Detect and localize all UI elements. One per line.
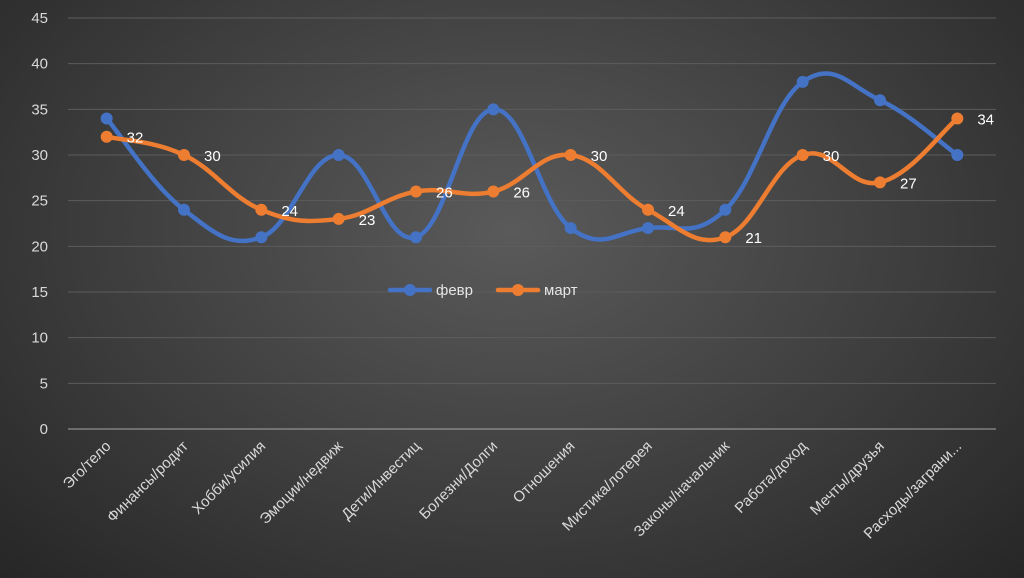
y-tick-label: 45 <box>31 10 48 27</box>
data-label: 26 <box>513 185 530 202</box>
data-label: 21 <box>745 230 762 247</box>
series-group: 32 30 24 23 26 26 30 24 21 30 27 34 <box>100 71 994 247</box>
legend-item-март[interactable]: март <box>495 282 578 299</box>
series-март: 32 30 24 23 26 26 30 24 21 30 27 34 <box>100 111 994 247</box>
legend-swatch-marker <box>404 284 416 296</box>
data-point[interactable] <box>410 185 422 198</box>
data-point[interactable] <box>178 203 190 216</box>
y-tick-label: 15 <box>31 284 48 301</box>
y-tick-label: 35 <box>31 101 48 118</box>
data-point[interactable] <box>332 212 345 225</box>
x-tick-label: Эмоции/недвиж <box>257 438 347 528</box>
y-tick-label: 10 <box>31 330 48 347</box>
y-tick-label: 20 <box>31 238 48 255</box>
data-label: 23 <box>359 212 376 229</box>
data-label: 24 <box>281 203 298 220</box>
legend-swatch-marker <box>512 284 524 296</box>
data-point[interactable] <box>564 222 577 235</box>
y-tick-label: 25 <box>31 193 48 210</box>
x-tick-label: Отношения <box>510 438 579 507</box>
data-point[interactable] <box>100 130 113 143</box>
data-label: 30 <box>823 148 840 165</box>
x-tick-label: Мечты/друзья <box>807 438 888 519</box>
series-февр <box>100 71 964 244</box>
y-tick-label: 0 <box>40 421 48 438</box>
y-tick-label: 5 <box>40 375 48 392</box>
data-point[interactable] <box>255 231 268 244</box>
x-tick-label: Эго/тело <box>60 438 115 493</box>
legend-label: март <box>544 282 578 299</box>
data-point[interactable] <box>178 149 190 161</box>
data-point[interactable] <box>719 231 732 244</box>
data-label: 26 <box>436 185 453 202</box>
data-label: 24 <box>668 203 685 220</box>
data-point[interactable] <box>719 203 732 216</box>
x-axis-ticks: Эго/телоФинансы/родитХобби/усилияЭмоции/… <box>60 438 965 543</box>
legend-label: февр <box>436 282 473 299</box>
legend: февр март <box>387 282 578 299</box>
x-tick-label: Финансы/родит <box>104 438 192 526</box>
data-label: 27 <box>900 175 917 192</box>
x-tick-label: Хобби/усилия <box>189 438 269 518</box>
x-tick-label: Болезни/Долги <box>416 438 501 523</box>
data-point[interactable] <box>796 149 809 161</box>
data-label: 30 <box>591 148 608 165</box>
data-point[interactable] <box>410 231 422 244</box>
data-point[interactable] <box>951 112 964 125</box>
data-point[interactable] <box>874 176 886 189</box>
y-axis-ticks: 0 5 10 15 20 25 30 35 40 45 <box>31 10 48 438</box>
data-label: 32 <box>127 130 144 147</box>
data-point[interactable] <box>796 75 809 88</box>
data-point[interactable] <box>332 149 345 161</box>
y-tick-label: 30 <box>31 147 48 164</box>
data-point[interactable] <box>487 185 500 198</box>
data-point[interactable] <box>100 112 113 125</box>
data-point[interactable] <box>642 222 654 235</box>
data-point[interactable] <box>951 149 964 161</box>
legend-item-февр[interactable]: февр <box>387 282 473 299</box>
x-tick-label: Дети/Инвестиц <box>338 438 424 524</box>
y-tick-label: 40 <box>31 56 48 73</box>
data-point[interactable] <box>874 94 886 107</box>
gridlines <box>68 17 996 430</box>
data-point[interactable] <box>255 203 268 216</box>
data-point[interactable] <box>487 103 500 116</box>
x-tick-label: Работа/доход <box>732 438 811 517</box>
series-line <box>104 116 960 243</box>
data-point[interactable] <box>564 149 577 161</box>
data-point[interactable] <box>642 203 654 216</box>
data-label: 30 <box>204 148 221 165</box>
data-label: 34 <box>977 111 994 128</box>
